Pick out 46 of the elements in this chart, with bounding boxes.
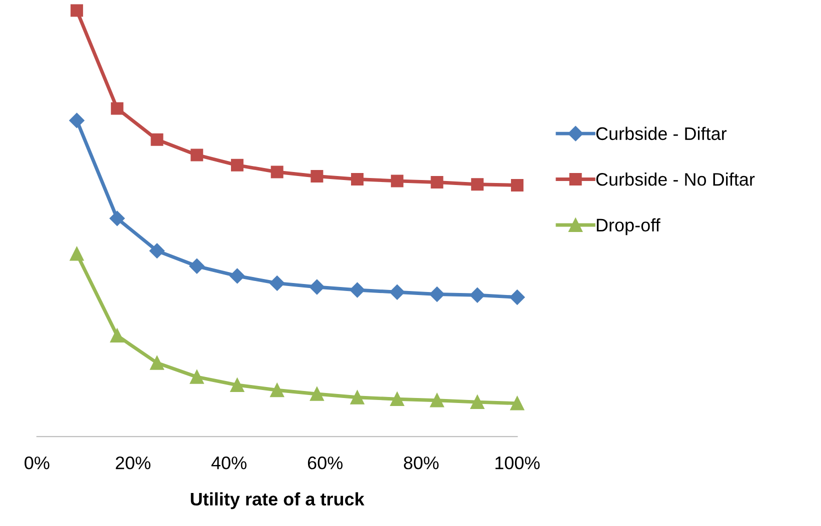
- point: [190, 370, 204, 384]
- point: [70, 4, 84, 17]
- point: [390, 174, 404, 188]
- point: [390, 392, 404, 406]
- point: [429, 286, 445, 302]
- point: [350, 282, 365, 298]
- point: [110, 328, 124, 343]
- point: [230, 158, 244, 172]
- point: [70, 246, 84, 261]
- x-tick-label: 60%: [308, 456, 343, 470]
- point: [390, 284, 405, 300]
- point: [149, 243, 165, 258]
- point: [470, 395, 484, 410]
- point: [430, 176, 444, 188]
- point: [470, 288, 485, 303]
- point: [351, 172, 364, 186]
- point: [430, 393, 444, 408]
- legend-label: Drop-off: [596, 218, 660, 236]
- x-tick-label: 0%: [24, 456, 50, 470]
- point: [350, 390, 364, 404]
- point: [69, 112, 84, 128]
- point: [110, 102, 124, 115]
- point: [310, 387, 324, 401]
- point: [230, 268, 245, 284]
- legend-label: Curbside - No Diftar: [596, 172, 755, 186]
- x-tick-label: 40%: [211, 456, 246, 470]
- point: [270, 276, 285, 291]
- point: [110, 210, 125, 226]
- point: [189, 258, 204, 274]
- x-tick-label: 80%: [404, 456, 439, 470]
- x-tick-label: 100%: [496, 456, 540, 470]
- point: [510, 178, 524, 192]
- legend-label: Curbside - Diftar: [596, 126, 727, 140]
- point: [510, 396, 524, 410]
- point: [310, 170, 324, 183]
- x-axis-title: Utility rate of a truck: [190, 492, 364, 510]
- point: [270, 166, 284, 178]
- x-tick-label: 20%: [116, 456, 150, 470]
- point: [270, 383, 284, 398]
- point: [230, 378, 244, 392]
- point: [309, 279, 325, 295]
- point: [510, 290, 525, 305]
- point: [190, 148, 204, 162]
- point: [150, 133, 164, 146]
- point: [471, 178, 484, 191]
- point: [150, 356, 164, 370]
